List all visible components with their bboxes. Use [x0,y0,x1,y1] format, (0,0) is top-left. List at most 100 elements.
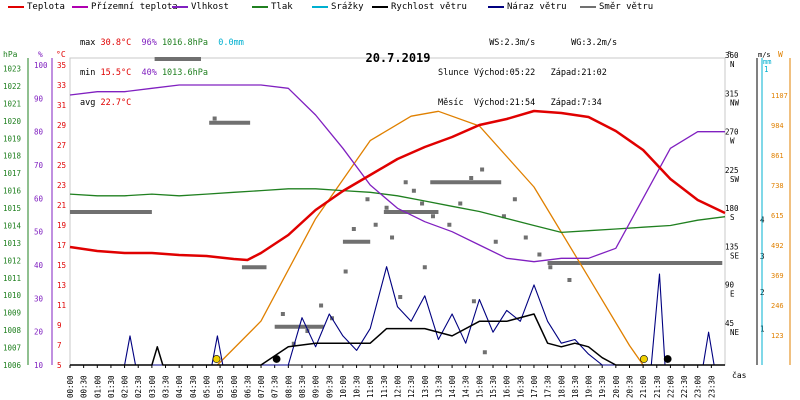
temp-tick-label: 33 [57,81,66,90]
stats-avg-label: avg [80,98,96,108]
hpa-tick-label: 1013 [3,239,21,248]
chart-title: 20.7.2019 [365,51,430,65]
legend-item: Přízemní teplota [72,2,178,12]
wind-direction-point [384,205,389,210]
stats-min-temp: 15.5°C [100,68,132,78]
temp-tick-label: 13 [57,281,66,290]
humidity-tick-label: 90 [34,94,44,103]
x-tick-label: 11:00 [366,375,375,398]
direction-compass-label: E [730,290,735,299]
wind-direction-point [523,235,528,240]
wind-wg: WG:3.2m/s [571,38,618,48]
w-tick-label: 246 [771,302,784,310]
x-tick-label: 21:30 [653,375,662,398]
hpa-tick-label: 1006 [3,361,22,370]
legend-item: Náraz větru [488,2,567,12]
stats-avg-temp: 22.7°C [100,98,132,108]
hpa-tick-label: 1012 [3,256,21,265]
moonset-marker [272,355,281,363]
x-tick-label: 17:30 [544,375,553,398]
x-tick-label: 01:30 [107,375,116,398]
wind-direction-point [458,201,463,206]
wind-direction-point [403,180,408,185]
sun-label: Slunce [438,68,469,78]
direction-compass-label: S [730,213,735,222]
x-tick-label: 00:30 [80,375,89,398]
x-tick-label: 17:00 [530,375,539,398]
w-tick-label: 738 [771,182,784,190]
x-tick-label: 15:00 [475,375,484,398]
hpa-tick-label: 1023 [3,64,21,73]
wind-direction-point [291,341,296,346]
wind-direction-point [501,214,506,219]
x-tick-label: 07:30 [271,375,280,398]
direction-tick-label: 180 [725,204,739,213]
x-tick-label: 04:30 [189,375,198,398]
x-axis-label: čas [732,370,747,380]
temp-tick-label: 7 [57,341,62,350]
hpa-tick-label: 1020 [3,117,22,126]
humidity-tick-label: 40 [34,261,44,270]
direction-tick-label: 225 [725,166,739,175]
legend-swatch [252,5,268,8]
legend-item: Srážky [312,2,364,12]
x-tick-label: 08:30 [298,375,307,398]
wind-direction-point [212,116,217,121]
direction-compass-label: NE [730,328,740,337]
temp-tick-label: 9 [57,321,62,330]
wind-direction-point [548,265,553,270]
temp-tick-label: 15 [57,261,66,270]
x-tick-label: 20:00 [612,375,621,398]
wind-direction-point [482,350,487,355]
w-tick-label: 123 [771,332,784,340]
x-tick-label: 18:00 [557,375,566,398]
x-tick-label: 23:30 [707,375,716,398]
temp-tick-label: 23 [57,181,66,190]
wind-direction-point [567,278,572,282]
humidity-tick-label: 100 [34,61,48,70]
w-tick-label: 615 [771,212,784,220]
temp-tick-label: 25 [57,161,66,170]
moon-label: Měsíc [438,98,464,108]
x-tick-label: 12:30 [407,375,416,398]
direction-tick-label: 135 [725,242,739,251]
sunrise-marker [212,355,221,363]
temp-tick-label: 27 [57,141,66,150]
wind-direction-point [422,265,427,270]
x-tick-label: 13:30 [434,375,443,398]
x-tick-label: 02:00 [121,375,130,398]
direction-compass-label: SW [730,175,740,184]
series-line-solar [216,110,644,366]
wind-direction-point [447,222,452,227]
hpa-tick-label: 1010 [3,291,22,300]
legend-item: Vlhkost [172,2,229,12]
legend-swatch [8,5,24,8]
wind-direction-point [480,167,485,172]
x-tick-label: 03:00 [148,375,157,398]
wind-direction-point [365,197,370,202]
legend-swatch [372,5,388,8]
wind-sun-moon-block: WS:2.3m/s WG:3.2m/s Slunce Východ:05:22 … [438,18,617,118]
stats-min-label: min [80,68,96,78]
hpa-tick-label: 1014 [3,221,22,230]
x-tick-label: 05:00 [202,375,211,398]
legend-label: Teplota [27,2,65,12]
series-line-teplota [69,109,726,262]
x-tick-label: 16:00 [503,375,512,398]
wind-direction-point [319,303,324,308]
humidity-tick-label: 80 [34,128,44,137]
hpa-tick-label: 1018 [3,152,22,161]
x-tick-label: 09:00 [312,375,321,398]
temp-tick-label: 5 [57,361,62,370]
x-tick-label: 14:30 [462,375,471,398]
direction-tick-label: 45 [725,319,734,328]
legend-label: Přízemní teplota [91,2,178,12]
x-tick-label: 03:30 [162,375,171,398]
direction-compass-label: SE [730,251,740,260]
series-line-tlak [69,188,726,234]
x-tick-label: 09:30 [325,375,334,398]
x-tick-label: 11:30 [380,375,389,398]
legend-swatch [488,5,504,8]
wind-direction-point [305,329,310,333]
hpa-tick-label: 1021 [3,99,21,108]
